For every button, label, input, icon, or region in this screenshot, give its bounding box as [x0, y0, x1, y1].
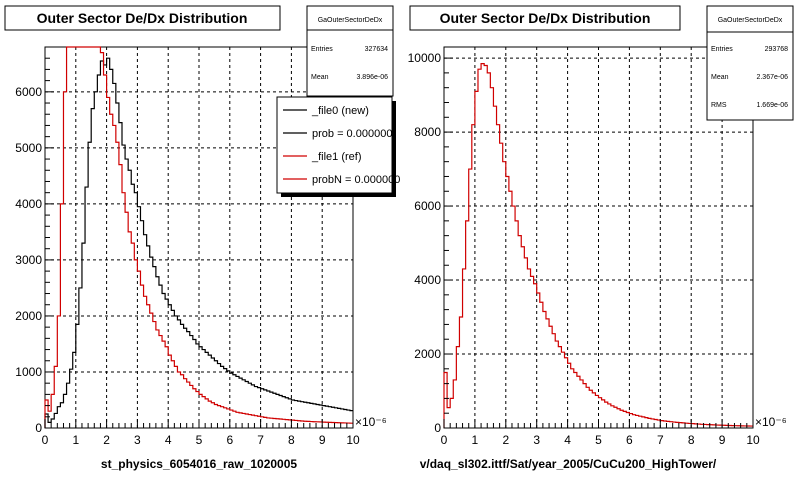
left-x-ticks: 0 1 2 3 4 5 6 7 8 9 10	[42, 419, 360, 447]
y-tick-label: 1000	[15, 365, 42, 379]
left-chart-title: Outer Sector De/Dx Distribution	[37, 10, 248, 26]
histogram-new-series	[44, 57, 353, 428]
x-tick-label: 2	[502, 433, 509, 447]
left-stats-mean-value: 3.896e-06	[356, 74, 388, 81]
x-tick-label: 4	[165, 433, 172, 447]
right-stats-rms-value: 1.669e-06	[756, 102, 788, 109]
y-tick-label: 4000	[414, 273, 441, 287]
y-tick-label: 3000	[15, 253, 42, 267]
right-stats-entries-value: 293768	[765, 46, 788, 53]
x-tick-label: 0	[42, 433, 49, 447]
x-tick-label: 1	[72, 433, 79, 447]
y-tick-label: 5000	[15, 141, 42, 155]
right-stats-rms-label: RMS	[711, 102, 727, 109]
left-legend: _file0 (new) prob = 0.000000 _file1 (ref) p…	[276, 96, 400, 197]
x-tick-label: 3	[533, 433, 540, 447]
right-x-ticks: 0 1 2 3 4 5 6 7 8 9 10	[441, 419, 760, 447]
right-x-axis-label: v/daq_sl302.ittf/Sat/year_2005/CuCu200_H…	[420, 457, 717, 471]
left-histogram-panel: Outer Sector De/Dx Distribution 0 1 2 3 4 5 6 7…	[4, 5, 400, 471]
x-tick-label: 8	[688, 433, 695, 447]
histogram-ref-series	[44, 46, 353, 428]
right-title-box	[409, 5, 681, 31]
right-stats-mean-value: 2.367e-06	[756, 74, 788, 81]
left-legend-entries: _file0 (new) prob = 0.000000 _file1 (ref) p…	[283, 105, 400, 186]
left-stats-mean-label: Mean	[311, 74, 329, 81]
x-tick-label: 9	[719, 433, 726, 447]
left-x-exponent: ×10⁻⁶	[355, 415, 387, 429]
right-stats-name: GaOuterSectorDeDx	[718, 17, 783, 24]
x-tick-label: 5	[196, 433, 203, 447]
right-chart-title: Outer Sector De/Dx Distribution	[440, 10, 651, 26]
right-stats-entries-label: Entries	[711, 46, 733, 53]
x-tick-label: 9	[319, 433, 326, 447]
x-tick-label: 1	[472, 433, 479, 447]
x-tick-label: 5	[595, 433, 602, 447]
right-x-exponent: ×10⁻⁶	[755, 415, 787, 429]
right-y-ticks: 0 2000 4000 6000 8000 10000	[408, 51, 453, 435]
y-tick-label: 6000	[414, 199, 441, 213]
x-tick-label: 7	[657, 433, 664, 447]
legend-entry-label: prob = 0.000000	[312, 128, 392, 140]
left-stats-entries-label: Entries	[311, 46, 333, 53]
y-tick-label: 0	[434, 421, 441, 435]
legend-entry-label: _file0 (new)	[311, 105, 369, 117]
left-y-ticks: 0 1000 2000 3000 4000 5000 6000	[15, 46, 54, 435]
x-tick-label: 8	[288, 433, 295, 447]
legend-entry-label: probN = 0.000000	[312, 174, 400, 186]
left-legend-box	[276, 96, 393, 194]
left-series-group	[44, 46, 353, 428]
left-stats-box	[306, 5, 394, 97]
y-tick-label: 4000	[15, 197, 42, 211]
left-stats-entries-value: 327634	[365, 46, 388, 53]
x-tick-label: 4	[564, 433, 571, 447]
right-stats-box	[706, 5, 794, 121]
left-title-box	[4, 5, 281, 31]
y-tick-label: 6000	[15, 85, 42, 99]
x-tick-label: 10	[746, 433, 760, 447]
x-tick-label: 2	[103, 433, 110, 447]
x-tick-label: 6	[626, 433, 633, 447]
histogram-ref-series	[443, 63, 753, 428]
legend-entry-label: _file1 (ref)	[311, 151, 362, 163]
x-tick-label: 0	[441, 433, 448, 447]
right-series-group	[443, 63, 753, 428]
y-tick-label: 8000	[414, 125, 441, 139]
y-tick-label: 0	[35, 421, 42, 435]
y-tick-label: 10000	[408, 51, 442, 65]
right-histogram-panel: Outer Sector De/Dx Distribution 0 1 2 3 4 5 6 7…	[408, 5, 794, 471]
y-tick-label: 2000	[15, 309, 42, 323]
right-stats-mean-label: Mean	[711, 74, 729, 81]
x-tick-label: 10	[346, 433, 360, 447]
left-stats-name: GaOuterSectorDeDx	[318, 17, 383, 24]
x-tick-label: 3	[134, 433, 141, 447]
y-tick-label: 2000	[414, 347, 441, 361]
x-tick-label: 7	[257, 433, 264, 447]
left-x-axis-label: st_physics_6054016_raw_1020005	[101, 457, 297, 471]
x-tick-label: 6	[226, 433, 233, 447]
